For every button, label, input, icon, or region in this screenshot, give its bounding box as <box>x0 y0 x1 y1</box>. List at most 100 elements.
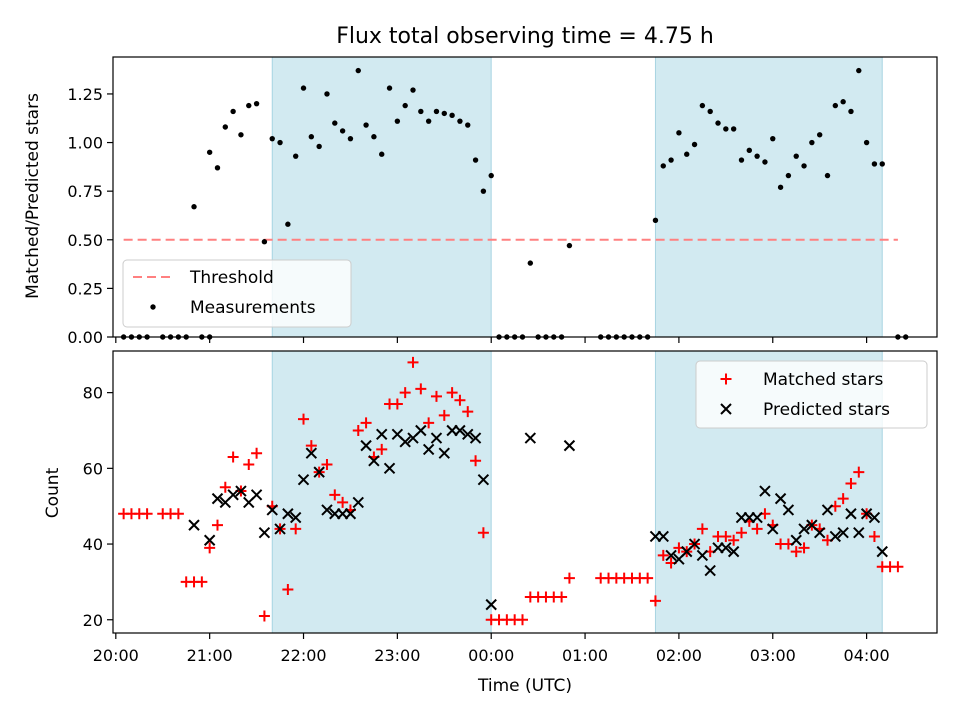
matched-stars-point <box>352 424 364 436</box>
y-tick-label: 0.00 <box>67 328 103 347</box>
matched-stars-point <box>258 610 270 622</box>
matched-stars-point <box>657 549 669 561</box>
measurement-point <box>285 221 291 227</box>
matched-stars-point <box>868 530 880 542</box>
predicted-stars-point <box>235 485 247 497</box>
measurement-point <box>253 100 260 107</box>
matched-stars-point <box>321 459 333 471</box>
measurement-point <box>465 122 471 128</box>
observing-window-shade <box>271 350 492 634</box>
measurement-point <box>879 161 885 167</box>
matched-stars-point <box>728 534 740 546</box>
measurement-point <box>191 204 197 210</box>
bottom-panel: 20 40 60 80 20:00 21:00 22:00 23:00 00:00 01:00 02… <box>83 350 938 665</box>
predicted-stars-point <box>305 447 318 459</box>
predicted-stars-point <box>313 466 325 478</box>
y-tick-label: 1.25 <box>67 85 103 104</box>
legend-matched-swatch <box>720 373 732 385</box>
matched-stars-point <box>751 523 763 535</box>
predicted-stars-point <box>227 489 239 501</box>
measurement-point <box>738 157 745 163</box>
predicted-stars-point <box>868 511 881 524</box>
predicted-stars-point <box>282 508 294 520</box>
measurement-point <box>332 120 338 126</box>
predicted-stars-point <box>211 492 224 505</box>
top-legend: Threshold Measurements <box>122 259 352 328</box>
measurement-point <box>363 122 369 128</box>
predicted-stars-point <box>477 473 490 486</box>
matched-stars-point <box>219 481 231 493</box>
measurement-point <box>652 217 659 224</box>
measurement-point <box>261 239 268 245</box>
measurement-point <box>863 139 870 146</box>
predicted-stars-point <box>250 489 263 501</box>
measurement-point <box>386 85 393 91</box>
measurement-point <box>816 132 823 138</box>
measurement-point <box>676 130 682 136</box>
matched-stars-point <box>649 595 661 607</box>
matched-stars-point <box>376 443 388 455</box>
legend-threshold-label: Threshold <box>189 268 274 288</box>
matched-stars-point <box>642 572 654 584</box>
measurement-point <box>355 67 361 74</box>
matched-stars-point <box>196 576 208 588</box>
predicted-stars-point <box>344 508 357 520</box>
predicted-stars-point <box>665 549 677 562</box>
predicted-stars-point <box>563 439 576 452</box>
predicted-stars-point <box>383 462 396 475</box>
predicted-stars-point <box>782 504 795 516</box>
measurement-point <box>699 102 706 109</box>
measurement-point <box>324 91 330 97</box>
predicted-stars-point <box>860 508 873 520</box>
x-tick-label: 02:00 <box>656 646 702 665</box>
predicted-stars-point <box>790 534 802 546</box>
matched-stars-point <box>696 523 708 535</box>
measurement-point <box>457 118 463 124</box>
measurement-point <box>730 126 737 132</box>
measurement-point <box>660 163 666 169</box>
top-y-axis-label: Matched/Predicted stars <box>23 93 43 299</box>
predicted-stars-point <box>774 492 787 505</box>
matched-stars-point <box>204 542 216 554</box>
predicted-stars-point <box>368 455 380 467</box>
matched-stars-point <box>290 523 302 535</box>
measurement-point <box>238 132 244 138</box>
measurement-point <box>441 110 447 117</box>
predicted-stars-point <box>415 424 427 437</box>
y-tick-label: 0.75 <box>67 182 103 201</box>
measurement-point <box>566 242 573 249</box>
measurement-point <box>214 165 221 171</box>
x-tick-label: 01:00 <box>562 646 608 665</box>
matched-stars-point <box>360 417 372 429</box>
matched-stars-point <box>735 527 747 539</box>
measurement-point <box>472 157 479 163</box>
measurement-point <box>488 172 494 179</box>
predicted-stars-point <box>657 530 669 543</box>
predicted-stars-point <box>837 526 849 539</box>
x-tick-label: 21:00 <box>187 646 233 665</box>
predicted-stars-point <box>454 424 466 437</box>
predicted-stars-point <box>853 526 865 539</box>
predicted-stars-point <box>360 439 372 452</box>
predicted-stars-point <box>696 549 709 562</box>
measurement-point <box>371 134 377 140</box>
measurement-point <box>277 139 283 146</box>
matched-stars-point <box>892 561 904 573</box>
measurement-point <box>449 112 455 119</box>
matched-stars-point <box>556 591 568 603</box>
predicted-stars-point <box>289 511 302 524</box>
predicted-stars-point <box>829 530 842 543</box>
measurement-point <box>723 126 729 132</box>
observing-window-shade <box>654 56 883 338</box>
predicted-stars-point <box>321 504 333 516</box>
predicted-stars-point <box>485 598 497 611</box>
predicted-stars-point <box>258 526 271 539</box>
predicted-stars-point <box>462 428 474 440</box>
matched-stars-point <box>462 406 474 418</box>
measurement-point <box>715 120 721 126</box>
x-tick-label: 20:00 <box>93 646 139 665</box>
y-tick-label: 0.50 <box>67 231 103 250</box>
measurement-point <box>480 188 487 194</box>
matched-stars-point <box>837 493 849 505</box>
